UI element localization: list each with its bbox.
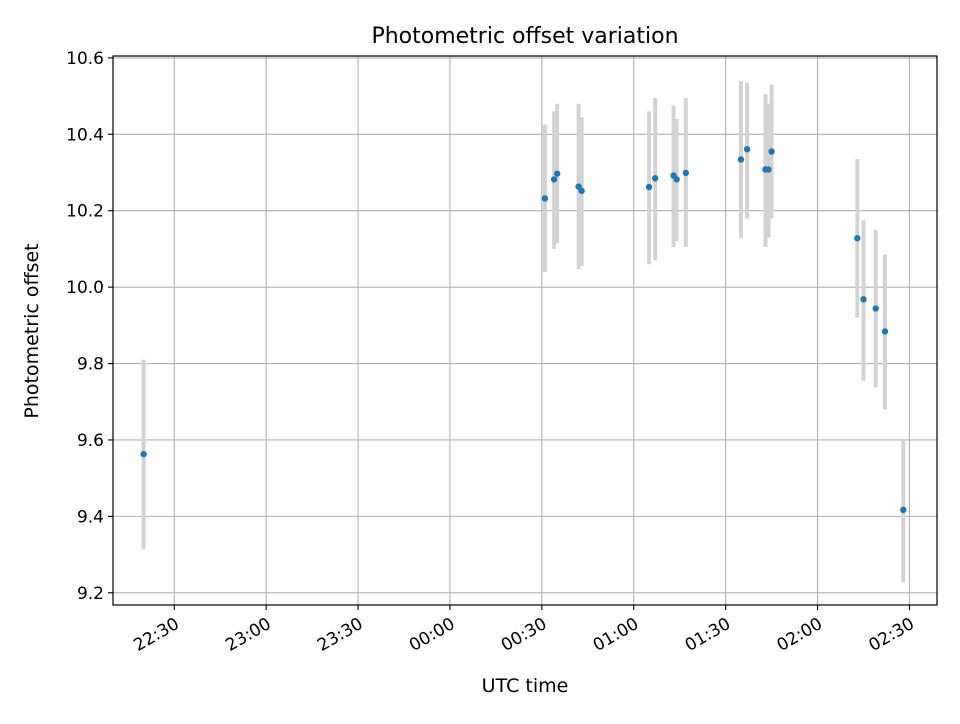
y-tick-label: 9.6	[77, 431, 104, 451]
data-point	[541, 195, 549, 202]
y-tick-label: 10.6	[66, 49, 104, 69]
y-tick-label: 9.8	[77, 355, 104, 375]
data-point	[872, 305, 879, 312]
x-axis-label: UTC time	[482, 675, 569, 697]
data-point	[645, 183, 653, 191]
y-tick-label: 10.4	[66, 125, 104, 145]
data-point	[550, 176, 558, 183]
data-point	[578, 187, 585, 195]
y-tick-label: 9.2	[77, 584, 104, 604]
y-axis: 9.2 9.4 9.6 9.8 10.0 10.2 10.4 10.6	[66, 49, 113, 604]
data-point	[140, 450, 147, 458]
data-point	[900, 506, 907, 514]
chart-title: Photometric offset variation	[371, 24, 678, 49]
data-point	[881, 328, 889, 335]
point-layer	[140, 146, 907, 514]
data-point	[651, 175, 659, 182]
data-point	[768, 148, 775, 155]
grid-layer	[113, 56, 937, 605]
data-point	[854, 235, 861, 242]
data-point	[553, 170, 561, 177]
data-point	[860, 296, 867, 303]
y-tick-label: 10.2	[66, 202, 104, 222]
data-point	[743, 146, 751, 153]
y-axis-label: Photometric offset	[21, 243, 43, 418]
data-point	[673, 176, 680, 183]
data-point	[682, 169, 690, 177]
y-tick-label: 9.4	[77, 507, 104, 527]
data-point	[765, 166, 772, 173]
plot-frame	[112, 55, 938, 606]
data-point	[737, 156, 745, 163]
y-tick-label: 10.0	[66, 278, 104, 298]
